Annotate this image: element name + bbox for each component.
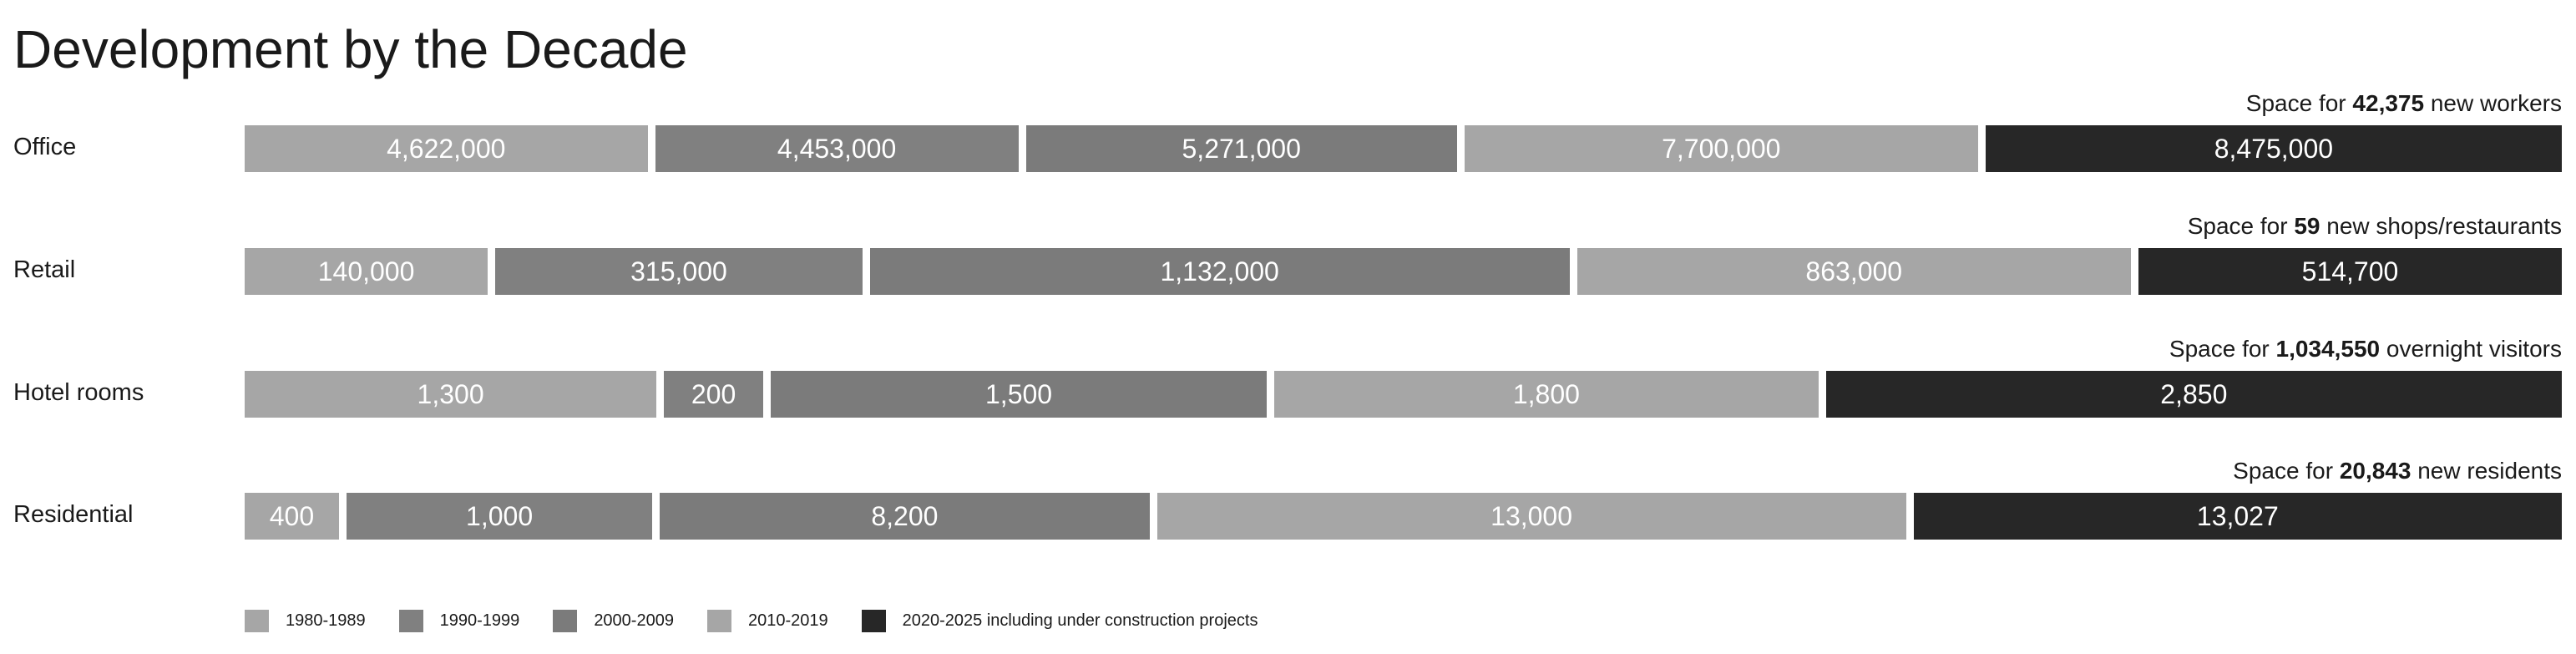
bar-segment: 2,850 xyxy=(1825,371,2562,418)
bar-segment: 4,453,000 xyxy=(655,125,1019,172)
bar-segment: 4,622,000 xyxy=(245,125,648,172)
data-label: 140,000 xyxy=(317,256,415,286)
row-annotation: Space for 42,375 new workers xyxy=(2246,90,2562,117)
data-label: 2,850 xyxy=(2160,378,2228,409)
bar-segment: 1,300 xyxy=(245,371,657,418)
bar-segment: 13,027 xyxy=(1913,493,2562,540)
row-annotation: Space for 1,034,550 overnight visitors xyxy=(2169,336,2562,362)
legend-label: 2000-2009 xyxy=(594,611,674,630)
data-label: 5,271,000 xyxy=(1182,133,1301,164)
data-label: 8,475,000 xyxy=(2214,133,2334,164)
annotation-prefix: Space for xyxy=(2245,90,2353,116)
legend-swatch xyxy=(553,610,578,632)
legend-swatch xyxy=(245,610,269,632)
data-label: 4,453,000 xyxy=(777,133,897,164)
row-annotation: Space for 59 new shops/restaurants xyxy=(2188,213,2562,240)
data-label: 8,200 xyxy=(871,500,939,531)
chart-title: Development by the Decade xyxy=(13,19,688,79)
data-label: 1,300 xyxy=(417,378,484,409)
data-label: 13,027 xyxy=(2196,500,2279,531)
legend-item: 2020-2025 including under construction p… xyxy=(861,610,1258,632)
bar-segment: 8,475,000 xyxy=(1985,125,2562,172)
bar-segment: 400 xyxy=(245,493,339,540)
data-label: 1,000 xyxy=(466,500,534,531)
bar-segment: 1,000 xyxy=(346,493,653,540)
annotation-prefix: Space for xyxy=(2187,213,2295,239)
bar-segment: 13,000 xyxy=(1156,493,1906,540)
data-label: 514,700 xyxy=(2301,256,2399,286)
data-label: 13,000 xyxy=(1490,500,1573,531)
stacked-bar: 140,000 315,000 1,132,000 863,000 514,700 xyxy=(245,248,2562,295)
data-label: 1,800 xyxy=(1512,378,1580,409)
legend-label: 1980-1989 xyxy=(286,611,366,630)
bar-segment: 8,200 xyxy=(660,493,1150,540)
row-label: Retail xyxy=(13,256,76,283)
data-label: 315,000 xyxy=(630,256,727,286)
row-label: Office xyxy=(13,134,77,160)
annotation-value: 1,034,550 xyxy=(2275,336,2381,362)
bar-segment: 140,000 xyxy=(245,248,488,295)
annotation-value: 59 xyxy=(2294,213,2320,239)
bar-segment: 5,271,000 xyxy=(1025,125,1457,172)
stacked-bar: 4,622,000 4,453,000 5,271,000 7,700,000 8,47… xyxy=(245,125,2562,172)
bar-segment: 200 xyxy=(664,371,763,418)
legend-swatch xyxy=(398,610,423,632)
annotation-suffix: overnight visitors xyxy=(2380,336,2562,362)
legend-item: 2000-2009 xyxy=(553,610,674,632)
legend-swatch xyxy=(861,610,886,632)
bar-segment: 514,700 xyxy=(2138,248,2562,295)
data-label: 7,700,000 xyxy=(1662,133,1781,164)
stacked-bar: 1,300 200 1,500 1,800 2,850 xyxy=(245,371,2562,418)
annotation-suffix: new residents xyxy=(2411,458,2562,484)
stacked-bar: 400 1,000 8,200 13,000 13,027 xyxy=(245,493,2562,540)
bar-segment: 315,000 xyxy=(495,248,863,295)
annotation-prefix: Space for xyxy=(2233,458,2340,484)
data-label: 200 xyxy=(691,378,736,409)
data-label: 1,132,000 xyxy=(1160,256,1279,286)
legend-swatch xyxy=(706,610,731,632)
legend-item: 1980-1989 xyxy=(245,610,366,632)
row-label: Hotel rooms xyxy=(13,379,144,406)
row-annotation: Space for 20,843 new residents xyxy=(2233,458,2562,484)
row-label: Residential xyxy=(13,501,134,528)
legend-item: 2010-2019 xyxy=(706,610,828,632)
annotation-prefix: Space for xyxy=(2169,336,2276,362)
bar-segment: 863,000 xyxy=(1576,248,2131,295)
legend-label: 1990-1999 xyxy=(439,611,520,630)
bar-segment: 1,800 xyxy=(1274,371,1819,418)
data-label: 863,000 xyxy=(1805,256,1903,286)
legend-label: 2020-2025 including under construction p… xyxy=(902,611,1258,630)
data-label: 1,500 xyxy=(985,378,1053,409)
data-label: 400 xyxy=(269,500,315,531)
annotation-suffix: new shops/restaurants xyxy=(2320,213,2562,239)
bar-segment: 1,500 xyxy=(770,371,1268,418)
bar-segment: 1,132,000 xyxy=(869,248,1570,295)
legend: 1980-1989 1990-1999 2000-2009 2010-2019 2020… xyxy=(245,610,1291,632)
annotation-value: 20,843 xyxy=(2339,458,2412,484)
legend-label: 2010-2019 xyxy=(747,611,828,630)
annotation-suffix: new workers xyxy=(2424,90,2562,116)
bar-segment: 7,700,000 xyxy=(1464,125,1978,172)
legend-item: 1990-1999 xyxy=(398,610,520,632)
annotation-value: 42,375 xyxy=(2352,90,2425,116)
data-label: 4,622,000 xyxy=(387,133,506,164)
